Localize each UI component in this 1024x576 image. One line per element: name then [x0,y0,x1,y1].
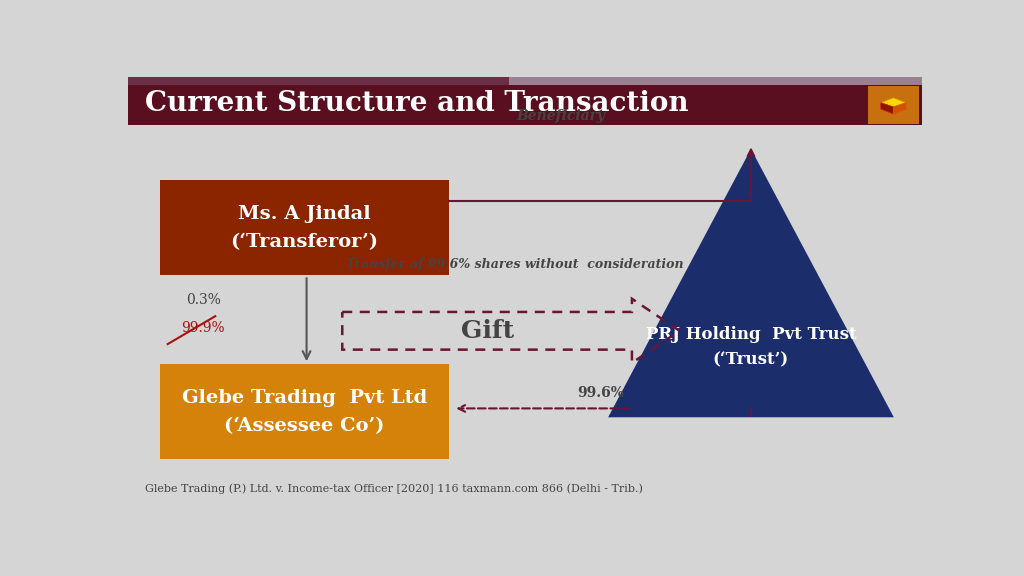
Text: Glebe Trading (P.) Ltd. v. Income-tax Officer [2020] 116 taxmann.com 866 (Delhi : Glebe Trading (P.) Ltd. v. Income-tax Of… [145,483,643,494]
Polygon shape [608,149,894,417]
Text: Transfer of 99.6% shares without  consideration: Transfer of 99.6% shares without conside… [346,258,684,271]
Text: PRJ Holding  Pvt Trust
(‘Trust’): PRJ Holding Pvt Trust (‘Trust’) [646,327,856,368]
Polygon shape [881,98,906,107]
Bar [128,77,509,85]
Text: 99.9%: 99.9% [181,321,225,335]
Bar [160,364,450,460]
Text: Ms. A Jindal
(‘Transferor’): Ms. A Jindal (‘Transferor’) [230,205,379,251]
Bar [160,180,450,275]
Text: Beneficiary: Beneficiary [516,109,605,123]
Text: 0.3%: 0.3% [186,293,221,307]
Text: Gift: Gift [461,319,514,343]
Bar [867,85,920,124]
Text: 99.6%: 99.6% [577,385,624,400]
Text: Glebe Trading  Pvt Ltd
(‘Assessee Co’): Glebe Trading Pvt Ltd (‘Assessee Co’) [182,389,427,435]
Text: Current Structure and Transaction: Current Structure and Transaction [145,90,689,117]
Polygon shape [881,103,893,114]
Polygon shape [893,103,906,114]
Bar [128,77,922,85]
Bar [128,85,922,124]
